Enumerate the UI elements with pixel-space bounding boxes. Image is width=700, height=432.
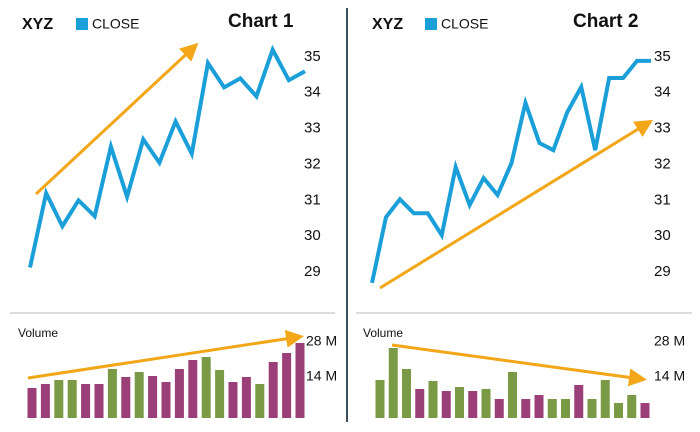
volume-bar bbox=[402, 369, 411, 418]
volume-bar bbox=[574, 385, 584, 418]
volume-bar bbox=[600, 380, 610, 418]
legend-label: CLOSE bbox=[441, 16, 488, 32]
y-tick-label: 32 bbox=[304, 155, 321, 172]
price-line bbox=[28, 44, 306, 268]
volume-bar bbox=[587, 399, 597, 418]
volume-bar bbox=[174, 369, 184, 418]
volume-bar bbox=[255, 384, 265, 418]
y-tick-label: 30 bbox=[304, 227, 321, 244]
volume-bar bbox=[215, 370, 225, 418]
y-tick-label: 33 bbox=[304, 120, 321, 137]
volume-bar bbox=[521, 399, 531, 418]
y-tick-label: 32 bbox=[654, 155, 671, 172]
volume-bar bbox=[441, 391, 451, 418]
volume-bar bbox=[188, 360, 198, 418]
volume-bar bbox=[627, 395, 637, 418]
volume-bar bbox=[67, 380, 77, 418]
volume-tick-label: 28 M bbox=[306, 333, 337, 349]
volume-bar bbox=[148, 376, 158, 418]
y-tick-label: 29 bbox=[654, 263, 671, 280]
volume-bar bbox=[468, 391, 478, 418]
volume-bar bbox=[40, 384, 50, 418]
y-tick-label: 30 bbox=[654, 227, 671, 244]
ticker: XYZ bbox=[372, 16, 403, 33]
volume-bar bbox=[228, 382, 238, 418]
volume-bar bbox=[494, 399, 504, 418]
volume-bar bbox=[455, 387, 464, 418]
y-tick-label: 31 bbox=[654, 191, 671, 208]
trend-arrow bbox=[34, 42, 199, 196]
y-tick-label: 29 bbox=[304, 263, 321, 280]
volume-bar bbox=[27, 388, 37, 418]
volume-bar bbox=[201, 357, 211, 418]
volume-bar bbox=[614, 403, 623, 418]
trend-arrow bbox=[379, 119, 654, 290]
volume-bar bbox=[81, 384, 91, 418]
y-tick-label: 33 bbox=[654, 120, 671, 137]
volume-bar bbox=[375, 380, 385, 418]
volume-label: Volume bbox=[18, 326, 58, 340]
volume-bar bbox=[54, 380, 64, 418]
ticker: XYZ bbox=[22, 16, 53, 33]
volume-label: Volume bbox=[363, 326, 403, 340]
chart-title: Chart 1 bbox=[228, 11, 294, 32]
volume-bar bbox=[94, 384, 104, 418]
legend-swatch bbox=[76, 18, 88, 30]
volume-bar bbox=[481, 389, 491, 418]
volume-tick-label: 28 M bbox=[654, 333, 685, 349]
volume-bar bbox=[415, 389, 425, 418]
volume-bar bbox=[428, 381, 438, 418]
volume-bar bbox=[161, 382, 171, 418]
volume-bar bbox=[268, 362, 278, 418]
volume-bar bbox=[121, 377, 131, 418]
volume-tick-label: 14 M bbox=[306, 368, 337, 384]
y-tick-label: 31 bbox=[304, 191, 321, 208]
plots: XYZ CLOSE Chart 1 29 30 31 32 33 34 35 Volume 14 M 2… bbox=[18, 11, 685, 418]
volume-bar bbox=[534, 395, 544, 418]
volume-bar bbox=[640, 403, 650, 418]
volume-bar bbox=[134, 372, 144, 418]
chart-title: Chart 2 bbox=[573, 11, 638, 32]
volume-bar bbox=[547, 399, 557, 418]
volume-bar bbox=[241, 377, 251, 418]
volume-bar bbox=[508, 372, 517, 418]
trend-arrow bbox=[391, 343, 647, 387]
volume-bar bbox=[282, 353, 292, 418]
legend-label: CLOSE bbox=[92, 16, 139, 32]
volume-bar bbox=[295, 343, 305, 418]
volume-bar bbox=[561, 399, 570, 418]
y-tick-label: 34 bbox=[304, 84, 321, 101]
volume-bar bbox=[388, 348, 398, 418]
y-tick-label: 35 bbox=[304, 48, 321, 65]
legend-swatch bbox=[425, 18, 437, 30]
y-tick-label: 34 bbox=[654, 84, 671, 101]
volume-tick-label: 14 M bbox=[654, 368, 685, 384]
trend-arrow bbox=[27, 329, 304, 380]
y-tick-label: 35 bbox=[654, 48, 671, 65]
price-line bbox=[370, 58, 651, 284]
volume-bar bbox=[107, 369, 117, 418]
